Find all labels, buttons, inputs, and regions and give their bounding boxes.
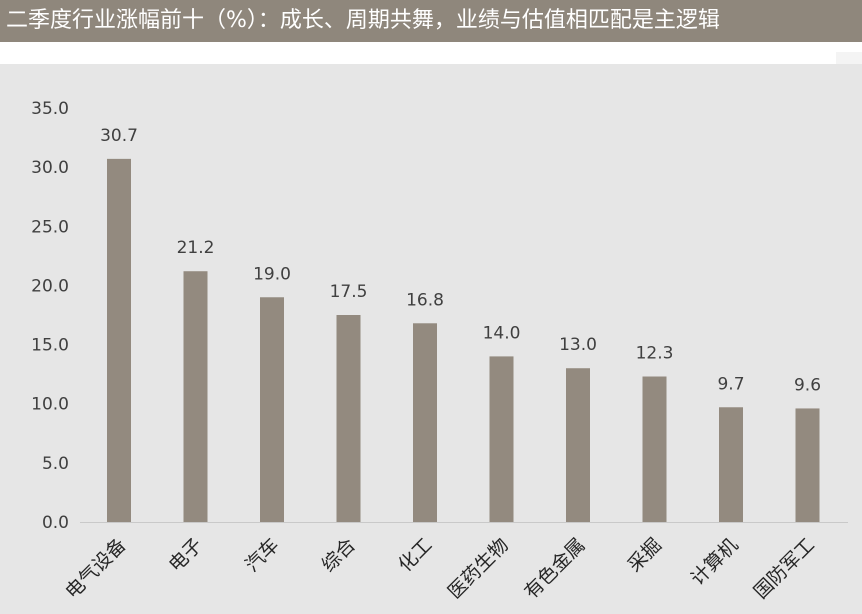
category-label: 计算机 xyxy=(687,534,743,590)
y-tick-label: 15.0 xyxy=(31,336,69,356)
y-tick-label: 5.0 xyxy=(42,454,69,474)
bar xyxy=(566,368,590,522)
data-label: 9.6 xyxy=(794,375,821,395)
bar xyxy=(719,407,743,522)
category-label: 化工 xyxy=(394,534,436,576)
category-label: 电气设备 xyxy=(61,534,130,603)
data-label: 12.3 xyxy=(636,344,674,364)
category-label: 医药生物 xyxy=(444,534,513,603)
bar xyxy=(107,158,131,522)
category-label: 汽车 xyxy=(241,534,283,576)
data-label: 21.2 xyxy=(177,238,215,258)
data-label: 17.5 xyxy=(330,282,368,302)
category-label: 国防军工 xyxy=(750,534,819,603)
bar xyxy=(642,376,667,522)
bar xyxy=(260,297,284,522)
bar xyxy=(336,315,361,522)
data-label: 30.7 xyxy=(100,126,138,146)
y-tick-label: 0.0 xyxy=(42,513,69,533)
bar xyxy=(795,408,820,522)
category-label: 采掘 xyxy=(624,534,666,576)
scrollbar-stub xyxy=(836,52,862,66)
y-tick-label: 35.0 xyxy=(31,99,69,119)
data-label: 19.0 xyxy=(253,264,291,284)
category-label: 有色金属 xyxy=(520,534,589,603)
data-label: 9.7 xyxy=(717,374,744,394)
chart-title: 二季度行业涨幅前十（%）：成长、周期共舞，业绩与估值相匹配是主逻辑 xyxy=(0,0,862,42)
bar xyxy=(489,356,514,522)
bar xyxy=(183,271,208,522)
category-label: 电子 xyxy=(165,534,207,576)
data-label: 14.0 xyxy=(483,323,521,343)
y-tick-label: 10.0 xyxy=(31,395,69,415)
y-tick-label: 20.0 xyxy=(31,276,69,296)
y-tick-label: 25.0 xyxy=(31,217,69,237)
data-label: 13.0 xyxy=(559,335,597,355)
y-tick-label: 30.0 xyxy=(31,158,69,178)
bar xyxy=(413,323,437,522)
bar-chart: 0.0 5.0 10.0 15.0 20.0 25.0 30.0 35.0 30.7 电气设备 21… xyxy=(31,99,848,603)
category-label: 综合 xyxy=(318,534,360,576)
data-label: 16.8 xyxy=(406,290,444,310)
chart-area: 0.0 5.0 10.0 15.0 20.0 25.0 30.0 35.0 30.7 电气设备 21… xyxy=(0,64,862,614)
